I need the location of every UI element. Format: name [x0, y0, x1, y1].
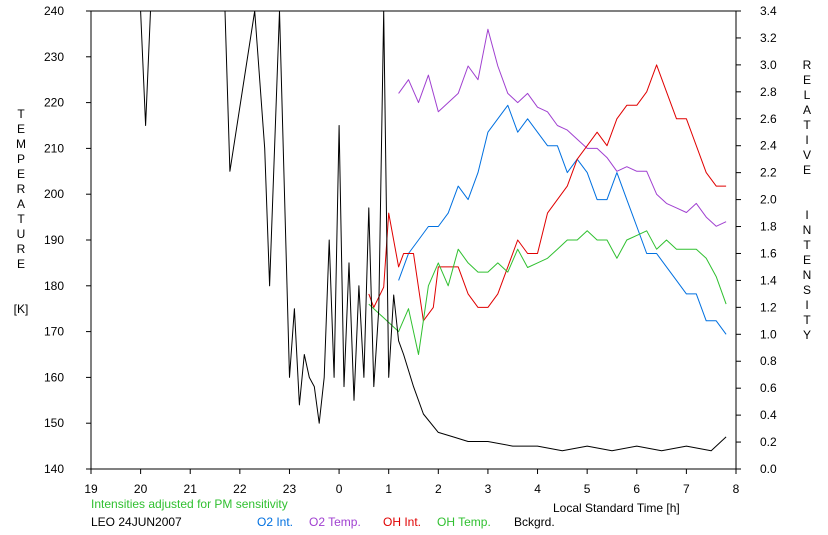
right-tick-label: 0.0 — [760, 462, 777, 476]
right-tick-label: 3.4 — [760, 4, 777, 18]
left-axis-title-letter: R — [16, 242, 26, 256]
left-tick-label: 150 — [44, 416, 64, 430]
series-line-bckgrd — [140, 10, 727, 452]
legend-o2-temp: O2 Temp. — [309, 515, 361, 529]
left-tick-label: 200 — [44, 187, 64, 201]
tick-labels-layer: 1401501601701801902002102202302400.00.20… — [44, 4, 777, 496]
right-tick-label: 2.4 — [760, 139, 777, 153]
x-axis-label: Local Standard Time [h] — [553, 501, 680, 515]
series-line-oh-int — [368, 64, 727, 322]
x-tick-label: 19 — [84, 482, 98, 496]
right-axis-title-word1-letter: A — [802, 103, 811, 117]
station-date: LEO 24JUN2007 — [91, 515, 182, 529]
right-tick-label: 0.6 — [760, 381, 777, 395]
right-axis-title-word1-letter: V — [802, 148, 811, 162]
right-axis-title-word1-letter: T — [803, 118, 811, 132]
x-tick-label: 8 — [733, 482, 740, 496]
right-axis-title-word2-letter: N — [802, 223, 812, 237]
right-tick-label: 0.2 — [760, 435, 777, 449]
right-tick-label: 1.6 — [760, 246, 777, 260]
left-tick-label: 160 — [44, 370, 64, 384]
x-tick-label: 0 — [336, 482, 343, 496]
right-tick-label: 3.2 — [760, 31, 777, 45]
right-axis-title-word2-letter: S — [802, 283, 811, 297]
x-tick-label: 2 — [435, 482, 442, 496]
legend-oh-temp: OH Temp. — [437, 515, 491, 529]
left-axis-title-letter: P — [16, 152, 25, 166]
right-tick-label: 2.0 — [760, 193, 777, 207]
left-axis-title-letter: M — [16, 137, 26, 151]
x-tick-label: 20 — [134, 482, 148, 496]
legend-oh-int: OH Int. — [383, 515, 422, 529]
series-line-o2-temp — [398, 28, 727, 227]
x-tick-label: 21 — [184, 482, 198, 496]
right-axis-title-word2-letter: T — [803, 313, 811, 327]
right-axis-title-word2-letter: I — [805, 298, 809, 312]
left-tick-label: 220 — [44, 96, 64, 110]
series-layer — [140, 10, 727, 452]
right-tick-label: 0.8 — [760, 354, 777, 368]
right-axis-title-word1-letter: E — [802, 73, 811, 87]
right-tick-label: 2.2 — [760, 166, 777, 180]
x-tick-label: 5 — [584, 482, 591, 496]
right-tick-label: 1.2 — [760, 300, 777, 314]
series-line-o2-int — [398, 104, 727, 335]
right-axis-title-word2-letter: N — [802, 268, 812, 282]
right-tick-label: 3.0 — [760, 58, 777, 72]
right-tick-label: 1.0 — [760, 327, 777, 341]
x-tick-label: 22 — [233, 482, 247, 496]
right-axis-title-word1-letter: R — [802, 58, 812, 72]
right-tick-label: 0.4 — [760, 408, 777, 422]
x-tick-label: 7 — [683, 482, 690, 496]
left-axis-unit-text: [K] — [13, 302, 29, 316]
left-axis-unit: [K] — [8, 302, 34, 317]
x-tick-label: 23 — [283, 482, 297, 496]
x-tick-label: 4 — [534, 482, 541, 496]
right-axis-title-word1-letter: I — [805, 133, 809, 147]
left-tick-label: 180 — [44, 279, 64, 293]
left-axis-title-letter: T — [17, 212, 25, 226]
right-tick-label: 2.8 — [760, 85, 777, 99]
left-axis-title-letter: E — [16, 122, 25, 136]
right-tick-label: 1.4 — [760, 273, 777, 287]
left-axis-title-letter: E — [16, 167, 25, 181]
left-axis-title-letter: T — [17, 107, 25, 121]
left-tick-label: 190 — [44, 233, 64, 247]
right-axis-title-word1-letter: E — [802, 163, 811, 177]
right-tick-label: 1.8 — [760, 220, 777, 234]
right-axis-title-word2-letter: T — [803, 238, 811, 252]
sensitivity-note: Intensities adjusted for PM sensitivity — [91, 497, 288, 511]
right-axis-title-word2-letter: E — [802, 253, 811, 267]
x-tick-label: 6 — [633, 482, 640, 496]
right-tick-label: 2.6 — [760, 112, 777, 126]
legend-o2-int: O2 Int. — [257, 515, 294, 529]
right-axis-title-word1-letter: L — [803, 88, 811, 102]
series-line-oh-temp — [368, 230, 727, 355]
legend-background: Bckgrd. — [514, 515, 555, 529]
left-tick-label: 210 — [44, 141, 64, 155]
left-axis-title-letter: R — [16, 182, 26, 196]
left-tick-label: 140 — [44, 462, 64, 476]
left-tick-label: 230 — [44, 50, 64, 64]
x-tick-label: 3 — [485, 482, 492, 496]
left-tick-label: 170 — [44, 325, 64, 339]
x-tick-label: 1 — [385, 482, 392, 496]
left-tick-label: 240 — [44, 4, 64, 18]
left-axis-title-letter: E — [16, 257, 25, 271]
left-axis-title-letter: A — [16, 197, 25, 211]
right-axis-title-word2-letter: I — [805, 208, 809, 222]
right-axis-title-word2-letter: Y — [802, 328, 811, 342]
left-axis-title-letter: U — [16, 227, 26, 241]
